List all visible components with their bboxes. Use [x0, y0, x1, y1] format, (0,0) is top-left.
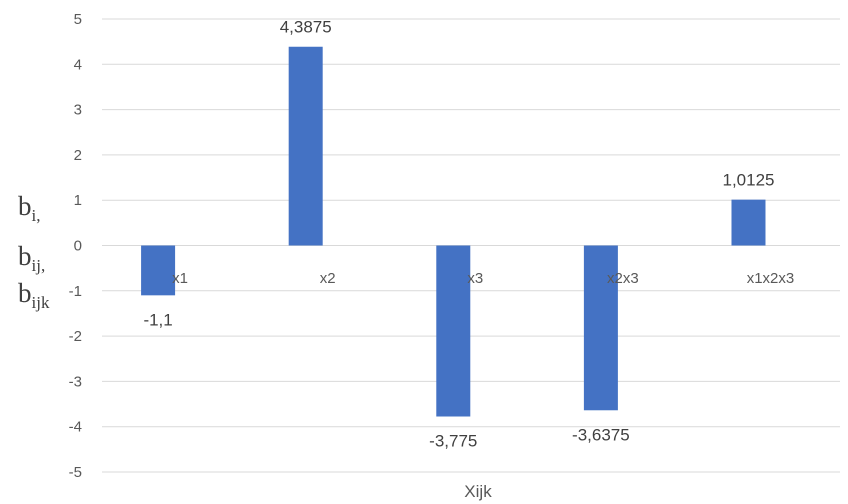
bars [141, 46, 766, 417]
category-label: x2 [320, 270, 336, 287]
bar [288, 46, 323, 246]
bar [436, 245, 471, 417]
category-label: x2x3 [607, 270, 639, 287]
y-axis-title-line: bi, [18, 191, 40, 225]
y-axis-title-line: bij, [18, 241, 45, 275]
y-tick-label: 1 [74, 192, 82, 209]
y-tick-label: -4 [69, 419, 82, 436]
y-tick-label: -2 [69, 328, 82, 345]
y-axis-title-line: bijk [18, 278, 50, 312]
y-tick-label: 5 [74, 11, 82, 28]
y-tick-label: 2 [74, 147, 82, 164]
y-tick-labels: 5 4 3 2 1 0 -1 -2 -3 -4 -5 [69, 11, 82, 481]
gridlines [102, 18, 840, 473]
category-labels: x1 x2 x3 x2x3 x1x2x3 [172, 270, 794, 287]
data-label: -1,1 [143, 310, 172, 329]
category-label: x1x2x3 [747, 270, 795, 287]
category-label: x1 [172, 270, 188, 287]
y-tick-label: -1 [69, 283, 82, 300]
category-label: x3 [467, 270, 483, 287]
bar [583, 245, 618, 411]
data-label: -3,775 [429, 432, 477, 451]
data-label: 4,3875 [280, 18, 332, 37]
y-tick-label: 4 [74, 56, 82, 73]
data-labels: -1,1 4,3875 -3,775 -3,6375 1,0125 [143, 18, 774, 451]
y-tick-label: 0 [74, 238, 82, 255]
bar [731, 199, 766, 246]
y-tick-label: 3 [74, 102, 82, 119]
bar [141, 245, 176, 296]
y-tick-label: -5 [69, 464, 82, 481]
y-axis-title: bi, bij, bijk [18, 191, 50, 312]
data-label: -3,6375 [572, 425, 630, 444]
y-tick-label: -3 [69, 373, 82, 390]
data-label: 1,0125 [722, 171, 774, 190]
x-axis-title: Xijk [464, 482, 492, 501]
